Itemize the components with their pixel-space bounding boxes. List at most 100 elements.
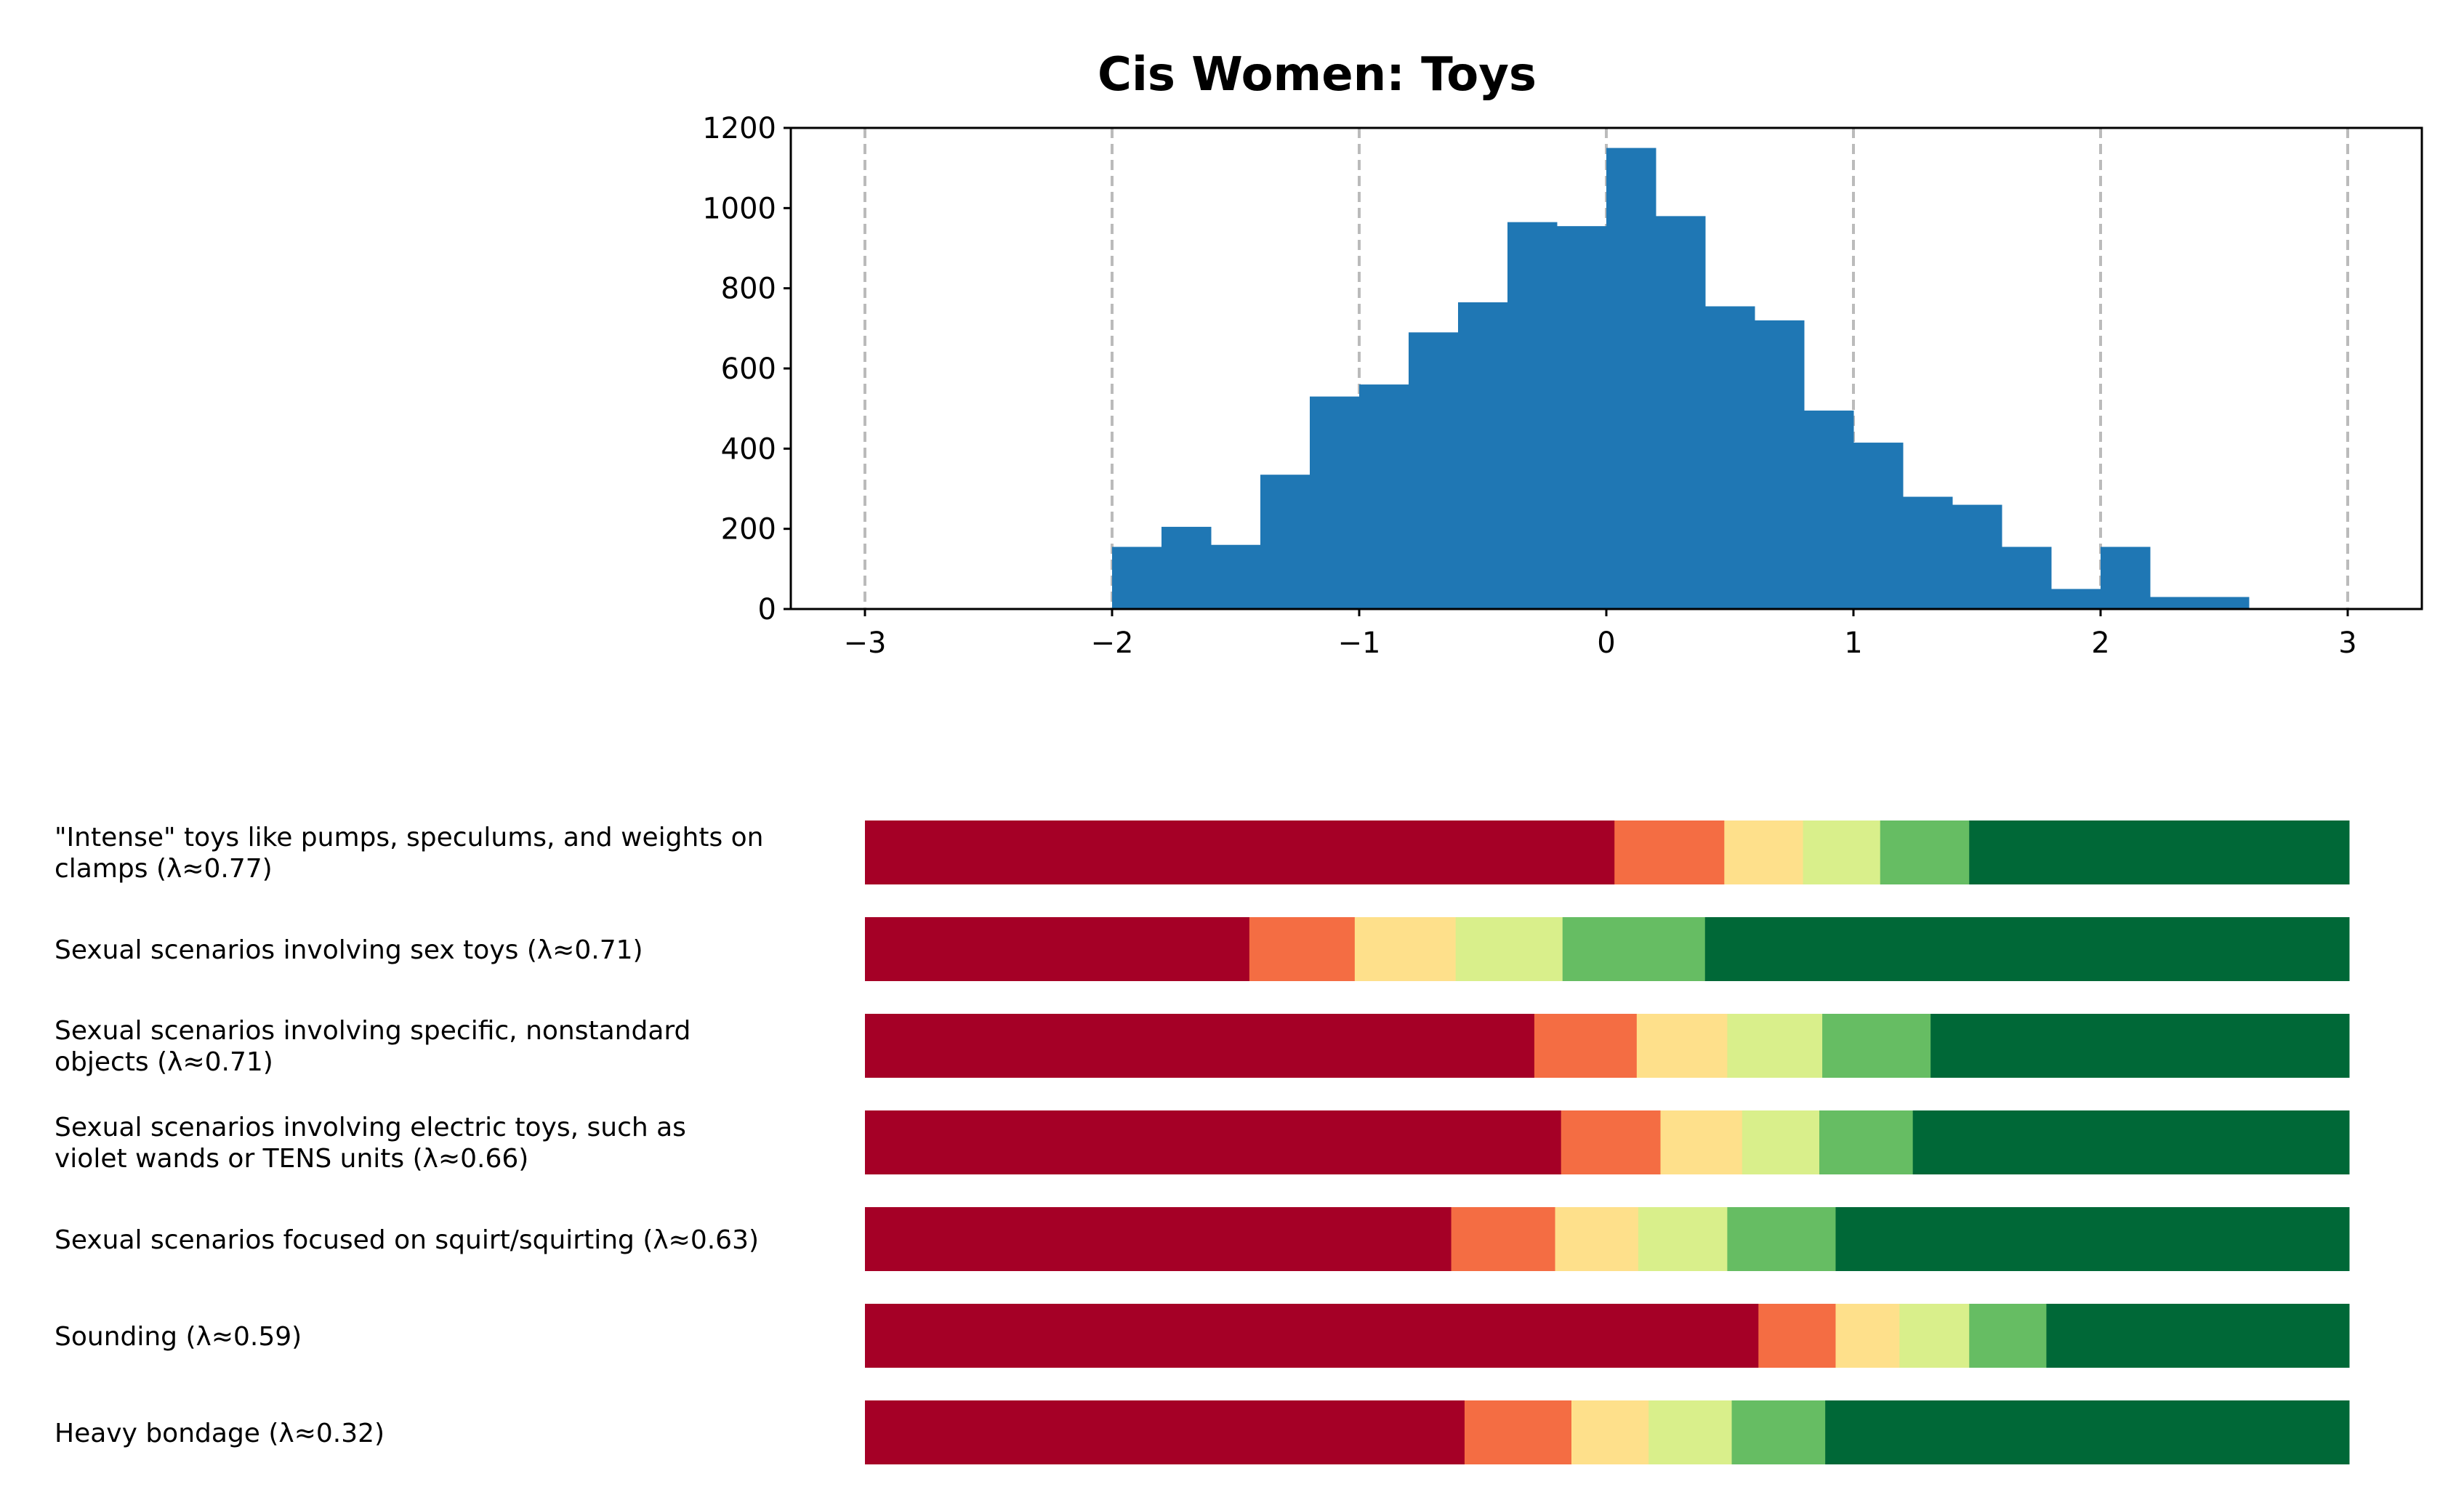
x-tick-label: −1 <box>1338 626 1381 660</box>
likert-segment <box>1724 820 1804 884</box>
histogram-bar <box>2199 597 2250 609</box>
likert-segment <box>865 1110 1562 1174</box>
likert-row-label: Sexual scenarios involving sex toys (λ≈0… <box>55 935 643 965</box>
histogram-bar <box>1853 443 1904 609</box>
y-tick-label: 0 <box>758 593 776 626</box>
likert-segment <box>1880 820 1970 884</box>
likert-segment <box>1969 820 2350 884</box>
likert-row <box>865 917 2350 981</box>
likert-segment <box>1464 1400 1572 1464</box>
likert-segment <box>1803 820 1881 884</box>
likert-row <box>865 1110 2350 1174</box>
likert-segment <box>1660 1110 1743 1174</box>
histogram-bar <box>1952 504 2002 609</box>
likert-segment <box>1648 1400 1733 1464</box>
likert-segment <box>1571 1400 1649 1464</box>
histogram-bar <box>1310 396 1360 609</box>
likert-segment <box>1636 1014 1728 1078</box>
x-tick-label: −2 <box>1091 626 1134 660</box>
likert-row-labels: "Intense" toys like pumps, speculums, an… <box>55 823 764 1448</box>
likert-segment <box>865 820 1615 884</box>
histogram-bar <box>1903 496 1953 609</box>
histogram-bar <box>1458 302 1508 609</box>
likert-segment <box>1969 1304 2047 1368</box>
likert-segment <box>1825 1400 2350 1464</box>
likert-row-label: Sexual scenarios focused on squirt/squir… <box>55 1225 759 1255</box>
likert-segment <box>1727 1014 1823 1078</box>
likert-row-label: Sexual scenarios involving specific, non… <box>55 1016 691 1077</box>
likert-segment <box>1354 917 1457 981</box>
histogram-chart: −3 −2 −1 0 1 2 3 0 200 400 600 800 1000 1200 <box>702 112 2423 660</box>
histogram-bar <box>1705 306 1755 609</box>
histogram-bar <box>1804 410 1854 609</box>
likert-segment <box>1249 917 1356 981</box>
likert-segment <box>1835 1207 2350 1271</box>
histogram-bar <box>1211 544 1261 609</box>
histogram-bar <box>2051 589 2101 609</box>
likert-segment <box>1930 1014 2350 1078</box>
likert-segment <box>1451 1207 1556 1271</box>
likert-segment <box>1819 1110 1914 1174</box>
chart-title: Cis Women: Toys <box>1098 48 1537 102</box>
likert-segment <box>1638 1207 1728 1271</box>
likert-segment <box>1727 1207 1836 1271</box>
histogram-bar <box>1260 475 1310 609</box>
likert-row-label: "Intense" toys like pumps, speculums, an… <box>55 823 764 884</box>
x-tick-label: −3 <box>844 626 887 660</box>
likert-segment <box>1835 1304 1900 1368</box>
likert-segment <box>1534 1014 1638 1078</box>
histogram-bar <box>1557 226 1607 609</box>
x-tick-label: 2 <box>2091 626 2109 660</box>
histogram-bars <box>1112 148 2250 610</box>
likert-row-label: Sexual scenarios involving electric toys… <box>55 1113 686 1174</box>
likert-segment <box>865 1207 1452 1271</box>
x-tick-label: 0 <box>1597 626 1615 660</box>
histogram-bar <box>1409 332 1459 609</box>
likert-chart: "Intense" toys like pumps, speculums, an… <box>55 820 2350 1464</box>
likert-segment <box>1562 917 1706 981</box>
likert-segment <box>1742 1110 1820 1174</box>
likert-segment <box>1912 1110 2350 1174</box>
likert-segment <box>1758 1304 1836 1368</box>
likert-segment <box>1822 1014 1931 1078</box>
y-tick-label: 1200 <box>702 112 776 145</box>
likert-stacked-bars <box>865 820 2350 1464</box>
histogram-x-axis: −3 −2 −1 0 1 2 3 <box>844 609 2357 660</box>
likert-segment <box>1899 1304 1970 1368</box>
likert-segment <box>2046 1304 2350 1368</box>
y-tick-label: 800 <box>721 273 776 306</box>
histogram-bar <box>1507 222 1558 609</box>
histogram-y-axis: 0 200 400 600 800 1000 1200 <box>702 112 791 626</box>
likert-segment <box>1561 1110 1662 1174</box>
histogram-bar <box>1112 547 1162 609</box>
y-tick-label: 1000 <box>702 192 776 225</box>
histogram-bar <box>1161 526 1212 609</box>
likert-segment <box>865 1014 1535 1078</box>
likert-segment <box>1731 1400 1826 1464</box>
likert-row <box>865 1304 2350 1368</box>
histogram-bar <box>1359 384 1409 609</box>
likert-row-label: Sounding (λ≈0.59) <box>55 1322 302 1352</box>
y-tick-label: 200 <box>721 513 776 547</box>
histogram-bar <box>1755 320 1805 609</box>
likert-row <box>865 1400 2350 1464</box>
likert-row <box>865 1014 2350 1078</box>
likert-segment <box>865 1304 1759 1368</box>
histogram-bar <box>1656 216 1706 609</box>
histogram-bar <box>2002 547 2052 609</box>
histogram-bar <box>1606 148 1656 610</box>
y-tick-label: 400 <box>721 432 776 466</box>
likert-segment <box>865 1400 1465 1464</box>
x-tick-label: 1 <box>1844 626 1862 660</box>
x-tick-label: 3 <box>2338 626 2356 660</box>
likert-segment <box>1614 820 1725 884</box>
likert-row-label: Heavy bondage (λ≈0.32) <box>55 1419 385 1448</box>
likert-row <box>865 1207 2350 1271</box>
likert-segment <box>865 917 1250 981</box>
y-tick-label: 600 <box>721 352 776 386</box>
likert-segment <box>1704 917 2350 981</box>
likert-segment <box>1455 917 1563 981</box>
histogram-bar <box>2101 547 2151 609</box>
likert-segment <box>1555 1207 1639 1271</box>
